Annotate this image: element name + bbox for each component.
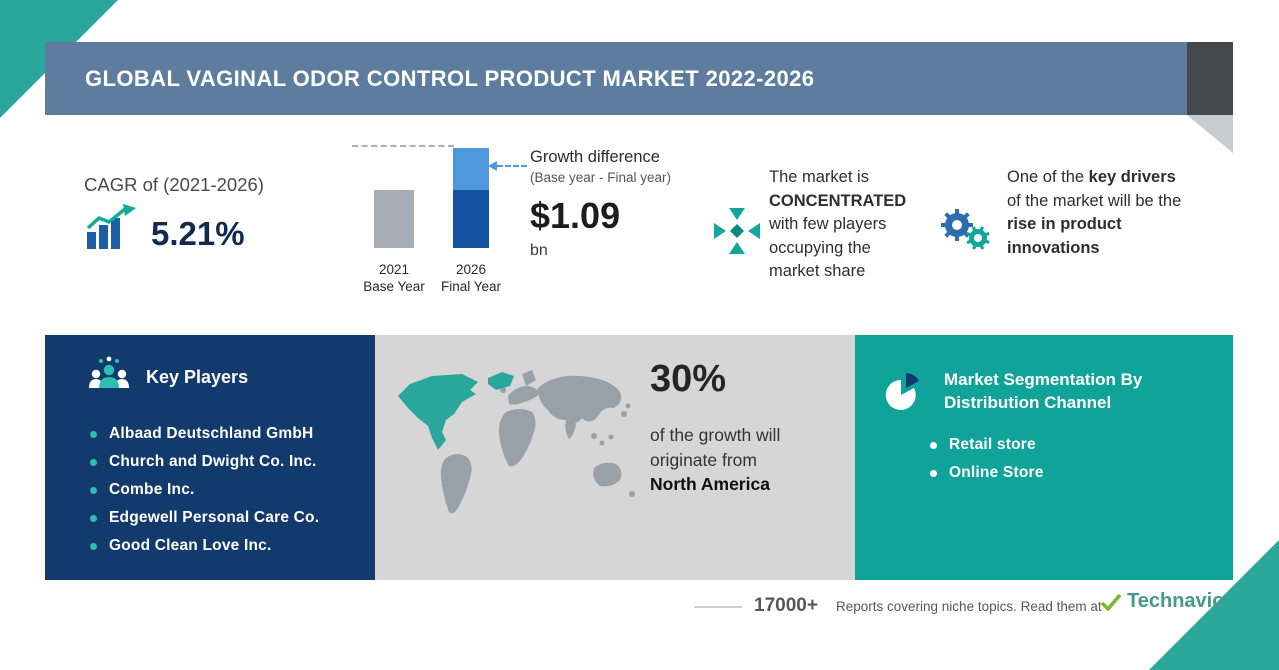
region-line: originate from bbox=[650, 450, 757, 470]
drivers-line: of the market will be the bbox=[1007, 191, 1182, 210]
technavio-logo[interactable]: Technavio bbox=[1100, 590, 1224, 613]
cagr-row: 5.21% bbox=[84, 204, 245, 250]
list-item: Retail store bbox=[930, 431, 1044, 459]
drivers-line-bold: innovations bbox=[1007, 238, 1100, 257]
segmentation-header: Market Segmentation By Distribution Chan… bbox=[882, 368, 1142, 414]
header-ribbon-fold-dark bbox=[1187, 42, 1233, 115]
africa-shape bbox=[498, 409, 536, 467]
concentration-line: with few players bbox=[769, 215, 887, 233]
scandinavia-shape bbox=[522, 370, 536, 386]
footer-tagline: Reports covering niche topics. Read them… bbox=[836, 599, 1102, 614]
drivers-line-bold: rise in product bbox=[1007, 215, 1122, 233]
concentration-line: occupying the bbox=[769, 238, 871, 257]
bar-base-year bbox=[374, 190, 414, 248]
base-year-label: Base Year bbox=[363, 279, 425, 294]
growth-subtitle: (Base year - Final year) bbox=[530, 170, 672, 185]
list-item: Good Clean Love Inc. bbox=[90, 532, 319, 560]
region-growth-block: 30% of the growth will originate from No… bbox=[650, 358, 780, 495]
page-title: GLOBAL VAGINAL ODOR CONTROL PRODUCT MARK… bbox=[85, 65, 815, 91]
concentration-line-bold: CONCENTRATED bbox=[769, 191, 907, 210]
growth-title: Growth difference bbox=[530, 148, 660, 166]
segment-name: Retail store bbox=[949, 436, 1036, 453]
list-item: Online Store bbox=[930, 459, 1044, 487]
growth-difference-block: Growth difference (Base year - Final yea… bbox=[530, 148, 671, 260]
footer-report-count: 17000+ bbox=[754, 595, 818, 616]
list-item: Edgewell Personal Care Co. bbox=[90, 504, 319, 532]
gears-icon bbox=[941, 209, 990, 250]
list-item: Albaad Deutschland GmbH bbox=[90, 420, 319, 448]
key-player-name: Combe Inc. bbox=[109, 481, 195, 498]
drivers-icon-wrap bbox=[936, 204, 994, 259]
bottom-right-corner-triangle bbox=[1149, 540, 1279, 670]
header-ribbon-fold-light bbox=[1187, 115, 1233, 153]
region-line: of the growth will bbox=[650, 425, 781, 445]
key-drivers-text: One of the key drivers of the market wil… bbox=[1007, 166, 1181, 260]
concentration-line: The market is bbox=[769, 168, 869, 186]
segmentation-title: Market Segmentation By Distribution Chan… bbox=[944, 368, 1142, 414]
final-year-value: 2026 bbox=[455, 262, 487, 277]
list-item: Church and Dwight Co. Inc. bbox=[90, 448, 319, 476]
india-shape bbox=[565, 419, 576, 439]
key-players-panel bbox=[45, 335, 375, 580]
footer-divider bbox=[694, 606, 742, 608]
bar-final-base-segment bbox=[453, 190, 489, 248]
bullet-dot bbox=[90, 542, 97, 550]
drivers-line-normal: One of the bbox=[1007, 168, 1089, 186]
region-name: North America bbox=[650, 474, 770, 494]
world-map bbox=[398, 370, 635, 514]
bullet-dot bbox=[90, 458, 97, 466]
header-bar: GLOBAL VAGINAL ODOR CONTROL PRODUCT MARK… bbox=[45, 42, 1187, 115]
concentration-line: market share bbox=[769, 262, 866, 280]
bar-label-base-year: 2021 Base Year bbox=[354, 261, 434, 295]
bullet-dot bbox=[90, 514, 97, 522]
key-players-list: Albaad Deutschland GmbH Church and Dwigh… bbox=[90, 420, 319, 560]
drivers-line: One of the key drivers bbox=[1007, 166, 1181, 190]
list-item: Combe Inc. bbox=[90, 476, 319, 504]
growth-arrow-head bbox=[488, 161, 497, 171]
bar-label-final-year: 2026 Final Year bbox=[431, 261, 511, 295]
concentrated-arrows-icon bbox=[714, 208, 760, 254]
north-america-region bbox=[398, 374, 478, 450]
key-players-title: Key Players bbox=[146, 366, 249, 387]
bar-growth-segment bbox=[453, 148, 489, 190]
bar-chart-growth-icon bbox=[86, 204, 136, 249]
key-player-name: Church and Dwight Co. Inc. bbox=[109, 453, 317, 470]
final-year-label: Final Year bbox=[440, 279, 502, 294]
segmentation-list: Retail store Online Store bbox=[930, 431, 1044, 487]
greenland-shape bbox=[488, 372, 514, 390]
growth-arrow-dash bbox=[497, 165, 527, 167]
south-america-shape bbox=[440, 454, 472, 514]
europe-shape bbox=[508, 386, 540, 405]
key-player-name: Edgewell Personal Care Co. bbox=[109, 509, 320, 526]
segmentation-title-line: Market Segmentation By bbox=[944, 370, 1143, 389]
cagr-label: CAGR of (2021-2026) bbox=[84, 174, 264, 195]
bullet-dot bbox=[930, 469, 937, 477]
asia-shape bbox=[538, 375, 622, 424]
key-players-icon bbox=[89, 356, 129, 388]
concentration-icon-wrap bbox=[712, 206, 762, 261]
brand-name: Technavio bbox=[1127, 590, 1225, 612]
cagr-value: 5.21% bbox=[151, 215, 245, 252]
growth-value: $1.09 bbox=[530, 195, 621, 236]
segmentation-title-line: Distribution Channel bbox=[944, 393, 1112, 412]
bullet-dot bbox=[90, 430, 97, 438]
region-growth-value: 30% bbox=[650, 358, 727, 400]
segmentation-panel bbox=[855, 335, 1233, 580]
bullet-dot bbox=[90, 486, 97, 494]
pie-chart-icon bbox=[885, 373, 919, 410]
key-players-header: Key Players bbox=[86, 356, 248, 398]
australia-shape bbox=[593, 462, 622, 487]
drivers-line-bold: key drivers bbox=[1088, 168, 1176, 186]
bullet-dot bbox=[930, 441, 937, 449]
growth-dash-line bbox=[352, 145, 454, 147]
market-concentration-text: The market is CONCENTRATED with few play… bbox=[769, 166, 906, 284]
bar-final-year bbox=[453, 148, 489, 248]
technavio-check-icon bbox=[1100, 593, 1122, 611]
base-year-value: 2021 bbox=[378, 262, 410, 277]
segment-name: Online Store bbox=[949, 464, 1044, 481]
growth-unit: bn bbox=[530, 242, 548, 259]
key-player-name: Albaad Deutschland GmbH bbox=[109, 425, 314, 442]
key-player-name: Good Clean Love Inc. bbox=[109, 537, 272, 554]
